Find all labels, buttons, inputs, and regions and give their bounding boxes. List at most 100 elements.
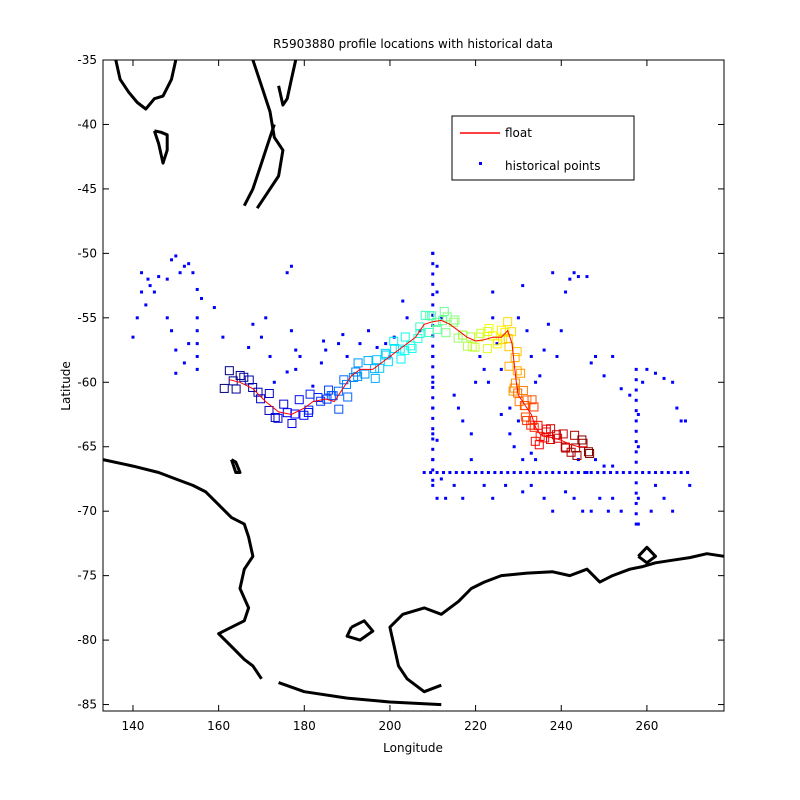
historical-point	[647, 471, 651, 475]
historical-point	[649, 509, 653, 513]
historical-point	[508, 432, 512, 436]
historical-point	[634, 491, 638, 495]
historical-point	[564, 471, 568, 475]
profile-marker	[427, 311, 437, 321]
historical-point	[609, 471, 613, 475]
profile-marker	[363, 356, 373, 366]
profile-marker	[273, 413, 283, 423]
coastline	[251, 59, 285, 210]
historical-point	[660, 471, 664, 475]
historical-point	[499, 367, 503, 371]
historical-point	[688, 483, 692, 487]
historical-point	[469, 458, 473, 462]
historical-point	[461, 419, 465, 423]
historical-point	[285, 271, 289, 275]
x-axis: 140 160 180 200 220 240 260	[122, 60, 658, 733]
historical-point	[337, 342, 341, 346]
historical-point	[140, 271, 144, 275]
historical-point	[504, 483, 508, 487]
historical-point	[435, 471, 439, 475]
historical-point	[512, 445, 516, 449]
historical-point	[469, 432, 473, 436]
profile-marker	[510, 353, 520, 363]
historical-point	[195, 287, 199, 291]
historical-point	[542, 348, 546, 352]
historical-point	[634, 419, 638, 423]
historical-point	[195, 342, 199, 346]
historical-point	[544, 471, 548, 475]
historical-point	[251, 322, 255, 326]
profile-marker	[360, 369, 370, 379]
historical-point	[602, 464, 606, 468]
y-tick-label: -55	[77, 311, 97, 325]
historical-point	[636, 496, 640, 500]
historical-point	[187, 262, 191, 266]
historical-point	[435, 438, 439, 442]
profile-marker	[235, 370, 245, 380]
historical-point	[294, 348, 298, 352]
historical-point	[491, 290, 495, 294]
historical-point	[431, 437, 435, 441]
historical-point	[521, 458, 525, 462]
historical-point	[671, 380, 675, 384]
historical-point	[555, 354, 559, 358]
profile-marker	[407, 343, 417, 353]
historical-point	[615, 471, 619, 475]
historical-point	[182, 361, 186, 365]
profile-marker	[420, 310, 430, 320]
historical-point	[516, 316, 520, 320]
coastlines	[102, 59, 725, 707]
historical-point	[456, 406, 460, 410]
profile-marker	[512, 366, 522, 376]
x-tick-label: 140	[122, 719, 145, 733]
historical-point	[429, 471, 433, 475]
historical-point	[174, 348, 178, 352]
historical-point	[594, 458, 598, 462]
historical-point	[641, 380, 645, 384]
historical-point	[264, 316, 268, 320]
historical-point	[634, 471, 638, 475]
x-tick-label: 200	[378, 719, 401, 733]
historical-point	[178, 271, 182, 275]
historical-point	[653, 371, 657, 375]
historical-point	[564, 290, 568, 294]
historical-point	[499, 471, 503, 475]
historical-point	[568, 277, 572, 281]
profile-marker	[299, 410, 309, 420]
float-track	[229, 319, 587, 448]
historical-point	[285, 370, 289, 374]
historical-point	[341, 333, 345, 337]
historical-point	[557, 471, 561, 475]
legend-historical-swatch	[479, 162, 482, 165]
coastline	[388, 552, 725, 694]
profile-marker	[304, 405, 314, 415]
profile-marker	[528, 415, 538, 425]
historical-point	[182, 264, 186, 268]
profile-marker	[231, 384, 241, 394]
x-tick-label: 180	[293, 719, 316, 733]
y-tick-label: -70	[77, 504, 97, 518]
historical-point	[324, 348, 328, 352]
historical-point	[345, 354, 349, 358]
historical-point	[474, 471, 478, 475]
historical-point	[431, 344, 435, 348]
historical-point	[431, 458, 435, 462]
y-axis: -35 -40 -45 -50 -55 -60 -65 -70 -75 -80 -85	[77, 53, 724, 712]
historical-point	[531, 471, 535, 475]
historical-point	[431, 406, 435, 410]
y-tick-label: -65	[77, 440, 97, 454]
historical-point	[431, 365, 435, 369]
profile-marker	[244, 375, 254, 385]
historical-point	[200, 296, 204, 300]
historical-point	[576, 275, 580, 279]
historical-point	[673, 471, 677, 475]
historical-point	[431, 354, 435, 358]
historical-point	[461, 471, 465, 475]
historical-point	[634, 398, 638, 402]
historical-point	[467, 471, 471, 475]
profile-marker	[482, 344, 492, 354]
historical-point	[493, 471, 497, 475]
profile-marker	[396, 354, 406, 364]
profile-marker	[583, 447, 593, 457]
profile-marker	[442, 312, 452, 322]
